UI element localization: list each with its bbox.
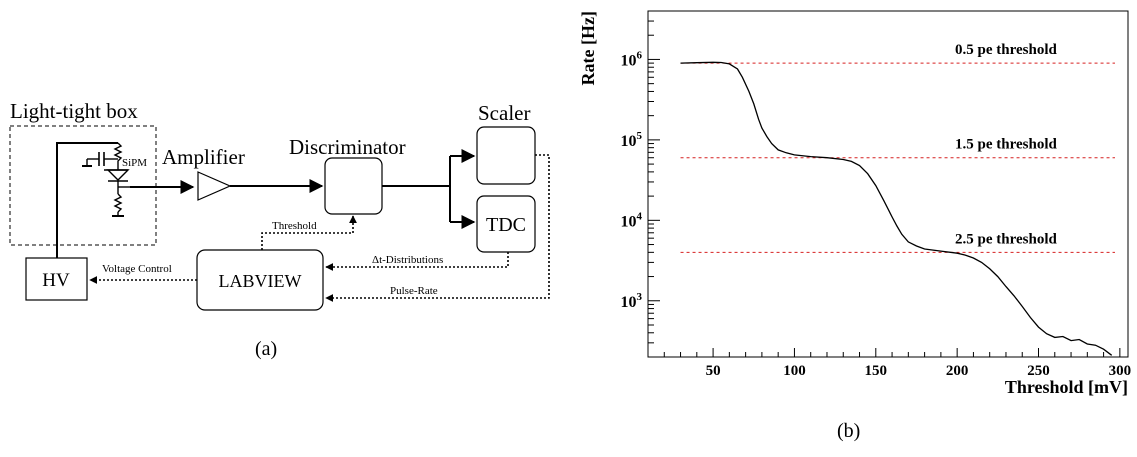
x-tick-label: 250 xyxy=(1027,363,1050,379)
discriminator-box xyxy=(324,157,383,215)
y-tick-label: 106 xyxy=(621,49,643,69)
y-tick-label: 104 xyxy=(621,210,643,230)
threshold-label: 2.5 pe threshold xyxy=(955,231,1057,247)
x-tick-label: 100 xyxy=(783,363,806,379)
discriminator-label: Discriminator xyxy=(289,135,406,159)
tdc-box xyxy=(476,195,536,253)
threshold-label: 1.5 pe threshold xyxy=(955,137,1057,153)
dt-distribution-line xyxy=(325,252,509,271)
tdc-label: TDC xyxy=(486,214,526,236)
signal-split xyxy=(382,156,451,214)
y-tick-label: 103 xyxy=(621,291,643,311)
hv-wire xyxy=(56,142,118,258)
x-tick-label: 200 xyxy=(946,363,969,379)
scaler-label: Scaler xyxy=(478,101,530,125)
rate-chart-svg: 50 100 150 200 250 300 103 104 105 106 0.5 pe thr… xyxy=(578,10,1132,397)
light-tight-box xyxy=(9,125,157,246)
sipm-label: SiPM xyxy=(122,157,147,169)
dt-distributions-label: Δt-Distributions xyxy=(372,254,443,266)
y-tick-label: 105 xyxy=(621,130,643,150)
caption-a: (a) xyxy=(255,338,278,360)
threshold-label: 0.5 pe threshold xyxy=(955,42,1057,58)
setup-diagram-svg: Light-tight box SiPM Amplifier xyxy=(9,99,550,311)
pulse-rate-line xyxy=(325,154,550,302)
pulse-rate-label: Pulse-Rate xyxy=(390,285,438,297)
amplifier-symbol xyxy=(197,171,232,201)
x-tick-label: 50 xyxy=(706,363,721,379)
x-tick-label: 150 xyxy=(865,363,888,379)
light-tight-box-label: Light-tight box xyxy=(10,99,138,123)
threshold-label: Threshold xyxy=(272,220,317,232)
caption-b: (b) xyxy=(837,420,861,442)
scaler-box xyxy=(476,126,536,185)
rate-chart: 50 100 150 200 250 300 103 104 105 106 0.5 pe thr… xyxy=(560,0,1137,452)
hv-box xyxy=(25,257,88,301)
y-axis-label: Rate [Hz] xyxy=(578,11,598,85)
labview-label: LABVIEW xyxy=(219,271,302,291)
threshold-line xyxy=(261,215,357,250)
sipm-symbol xyxy=(82,142,130,217)
x-axis-label: Threshold [mV] xyxy=(1005,377,1128,397)
plot-frame xyxy=(647,10,1129,358)
x-tick-label: 300 xyxy=(1109,363,1132,379)
rate-curve xyxy=(680,61,1113,356)
setup-diagram: Light-tight box SiPM Amplifier xyxy=(0,0,560,452)
voltage-control-label: Voltage Control xyxy=(102,263,172,275)
hv-label: HV xyxy=(42,270,70,291)
amplifier-label: Amplifier xyxy=(162,145,245,169)
